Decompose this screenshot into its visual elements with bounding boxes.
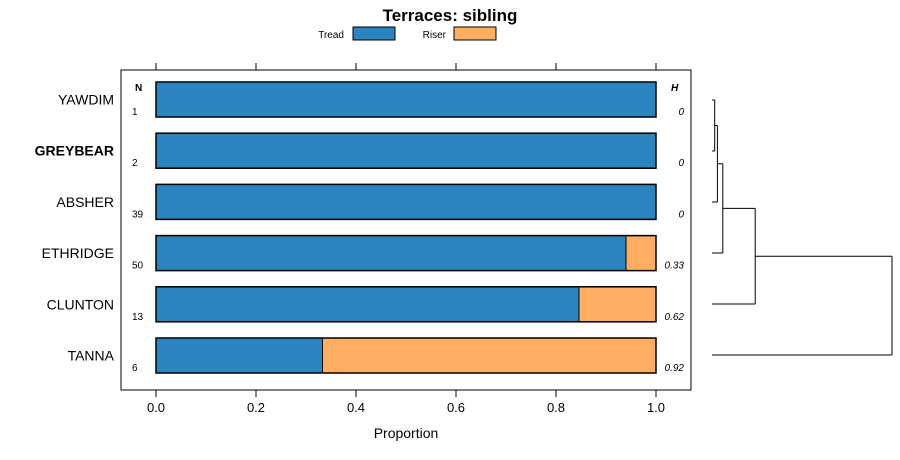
bar-outline-clunton bbox=[155, 286, 657, 323]
bar-outline-absher bbox=[155, 183, 657, 221]
site-label-absher: ABSHER bbox=[56, 194, 114, 210]
n-value: 50 bbox=[132, 261, 144, 272]
n-value: 13 bbox=[132, 312, 144, 323]
x-tick-label: 0.0 bbox=[147, 400, 165, 415]
bar-tread-yawdim bbox=[155, 81, 657, 118]
h-value: 0 bbox=[678, 107, 684, 118]
n-value: 39 bbox=[132, 209, 144, 220]
site-label-greybear: GREYBEAR bbox=[35, 143, 114, 159]
bar-tread-clunton bbox=[155, 286, 580, 323]
x-tick-label: 0.8 bbox=[547, 400, 565, 415]
site-label-tanna: TANNA bbox=[68, 348, 115, 364]
dendrogram bbox=[712, 99, 893, 356]
h-value: 0.62 bbox=[665, 312, 685, 323]
row-annotations: 1 0 2 0 39 0 50 0.33 13 0.62 6 0.92 bbox=[132, 107, 684, 374]
site-label-clunton: CLUNTON bbox=[47, 296, 114, 312]
site-label-yawdim: YAWDIM bbox=[58, 92, 114, 108]
bar-tread-absher bbox=[155, 183, 657, 220]
n-column-header: N bbox=[135, 83, 142, 94]
h-value: 0.33 bbox=[665, 261, 685, 272]
n-value: 6 bbox=[132, 363, 138, 374]
bar-riser-clunton bbox=[578, 286, 657, 323]
x-tick-label: 0.4 bbox=[347, 400, 365, 415]
bar-outline-ethridge bbox=[155, 234, 657, 272]
bar-outline-greybear bbox=[155, 132, 657, 169]
bar-riser-tanna bbox=[322, 337, 657, 374]
x-tick-label: 0.2 bbox=[247, 400, 265, 415]
plot-panel bbox=[120, 69, 692, 391]
h-value: 0 bbox=[678, 209, 684, 220]
bars bbox=[155, 81, 657, 374]
bar-tread-ethridge bbox=[155, 235, 627, 272]
n-value: 2 bbox=[132, 158, 138, 169]
legend: Tread Riser bbox=[318, 26, 497, 41]
bar-outline-tanna bbox=[155, 337, 657, 374]
legend-label-tread: Tread bbox=[318, 30, 344, 41]
bar-tread-tanna bbox=[155, 337, 323, 374]
x-axis: 0.0 0.2 0.4 0.6 0.8 1.0 bbox=[147, 390, 665, 415]
x-tick-label: 1.0 bbox=[647, 400, 665, 415]
top-axis-ticks bbox=[155, 63, 657, 70]
h-value: 0 bbox=[678, 158, 684, 169]
bar-outline-yawdim bbox=[155, 81, 657, 118]
bar-riser-ethridge bbox=[625, 235, 657, 272]
chart-title: Terraces: sibling bbox=[383, 6, 518, 25]
legend-swatch-riser bbox=[453, 26, 497, 41]
legend-label-riser: Riser bbox=[423, 30, 447, 41]
site-label-ethridge: ETHRIDGE bbox=[42, 245, 114, 261]
h-value: 0.92 bbox=[665, 363, 685, 374]
n-value: 1 bbox=[132, 107, 138, 118]
legend-swatch-tread bbox=[352, 26, 396, 41]
h-column-header: H bbox=[671, 83, 679, 94]
x-axis-title: Proportion bbox=[374, 425, 439, 441]
x-tick-label: 0.6 bbox=[447, 400, 465, 415]
site-labels: YAWDIM GREYBEAR ABSHER ETHRIDGE CLUNTON TANNA bbox=[35, 92, 115, 364]
bar-tread-greybear bbox=[155, 132, 657, 169]
